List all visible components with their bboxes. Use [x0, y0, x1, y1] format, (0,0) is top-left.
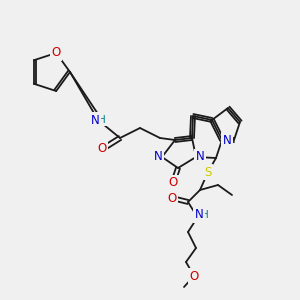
Text: O: O — [167, 191, 177, 205]
Text: N: N — [196, 151, 204, 164]
Text: N: N — [195, 208, 203, 221]
Text: N: N — [154, 151, 162, 164]
Text: O: O — [98, 142, 106, 154]
Text: O: O — [168, 176, 178, 190]
Text: N: N — [223, 134, 231, 146]
Text: O: O — [189, 269, 199, 283]
Text: S: S — [204, 166, 212, 178]
Text: O: O — [52, 46, 61, 59]
Text: N: N — [91, 113, 99, 127]
Text: H: H — [201, 210, 209, 220]
Text: H: H — [98, 115, 106, 125]
